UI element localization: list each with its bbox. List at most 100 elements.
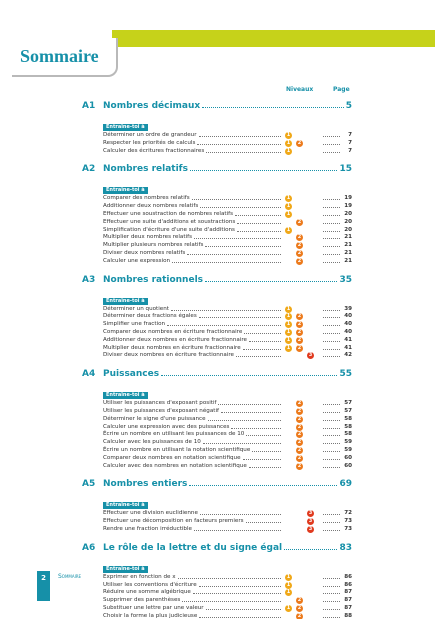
section-code: A3 (82, 274, 96, 285)
item-text-wrap: Multiplier deux nombres en écriture frac… (103, 345, 283, 352)
level-badge: 2 (296, 313, 303, 321)
leader (323, 439, 340, 445)
leader (189, 485, 338, 487)
toc-item: Effectuer une suite d'additions et soust… (103, 218, 352, 227)
level-badge: 1 (285, 344, 292, 352)
item-text-wrap: Utiliser les puissances d'exposant posit… (103, 400, 283, 407)
toc-item: Multiplier deux nombres en écriture frac… (103, 344, 352, 353)
item-text: Comparer deux nombres en notation scient… (103, 454, 241, 461)
leader (323, 313, 340, 319)
level-badge: 1 (285, 305, 292, 313)
item-text: Diviser deux nombres en écriture fractio… (103, 352, 234, 359)
leader (323, 211, 340, 216)
item-page: 60 (344, 462, 352, 469)
item-text-wrap: Rendre une fraction irréductible (103, 526, 283, 533)
item-page: 88 (344, 612, 352, 619)
level-badge: 1 (285, 336, 292, 344)
leader (205, 246, 281, 248)
item-page: 21 (344, 234, 352, 241)
subheading: Entraîne-toi à (103, 502, 148, 510)
item-text-wrap: Calculer une expression (103, 258, 283, 265)
item-page: 60 (344, 454, 352, 461)
item-text-wrap: Déterminer un ordre de grandeur (103, 132, 283, 139)
toc-item: Écrire un nombre en utilisant la notatio… (103, 446, 352, 455)
item-text-wrap: Simplifier une fraction (103, 321, 283, 328)
level-badge: 2 (296, 234, 303, 242)
level-badge: 2 (296, 139, 303, 147)
levels: 1 (283, 203, 321, 211)
section-title: Nombres décimaux (103, 101, 201, 111)
leader (323, 234, 340, 240)
item-page: 20 (344, 210, 352, 217)
item-text: Substituer une lettre par une valeur (103, 604, 204, 611)
subheading: Entraîne-toi à (103, 297, 148, 305)
item-page: 41 (344, 344, 352, 351)
item-text: Rendre une fraction irréductible (103, 525, 192, 532)
toc-item: Additionner deux nombres en écriture fra… (103, 336, 352, 345)
toc-item: Comparer des nombres relatifs 1 19 (103, 195, 352, 203)
level-badge: 1 (285, 139, 292, 147)
toc-item: Calculer une expression 2 21 (103, 257, 352, 266)
level-badge: 1 (285, 210, 292, 218)
toc-item: Utiliser les puissances d'exposant négat… (103, 407, 352, 416)
level-badge: 1 (285, 328, 292, 336)
leader (236, 230, 281, 232)
leader (323, 424, 340, 429)
level-badge: 1 (285, 147, 292, 155)
section-heading: A5 Nombres entiers 69 (82, 479, 352, 491)
section-page: 15 (339, 164, 352, 175)
leader (237, 222, 281, 224)
level-badge: 2 (296, 328, 303, 336)
toc-item: Effectuer une soustraction de nombres re… (103, 210, 352, 219)
item-text: Réduire une somme algébrique (103, 589, 191, 596)
item-page: 40 (344, 313, 352, 320)
leader (187, 253, 281, 255)
leader (218, 404, 281, 406)
item-text-wrap: Déterminer le signe d'une puissance (103, 416, 283, 423)
section: A2 Nombres relatifs 15 Entraîne-toi à Compar… (82, 164, 352, 265)
subheading: Entraîne-toi à (103, 124, 148, 131)
leader (202, 443, 281, 445)
section-heading: A1 Nombres décimaux 5 (82, 101, 352, 113)
item-text: Déterminer le signe d'une puissance (103, 415, 206, 422)
levels: 3 (283, 352, 321, 360)
item-page: 19 (344, 203, 352, 210)
toc-item: Simplifier une fraction 1 2 40 (103, 321, 352, 329)
leader (323, 329, 340, 334)
subheading: Entraîne-toi à (103, 187, 148, 195)
item-text-wrap: Effectuer une décomposition en facteurs … (103, 518, 283, 525)
leader (323, 203, 340, 209)
leader (172, 261, 281, 263)
leader (284, 548, 338, 550)
level-badge: 2 (296, 257, 303, 265)
item-text-wrap: Comparer deux nombres en écriture fracti… (103, 329, 283, 336)
levels: 1 (283, 195, 321, 203)
toc-item: Utiliser les conventions d'écriture 1 86 (103, 581, 352, 590)
leader (206, 151, 281, 153)
leader (192, 593, 281, 595)
item-text-wrap: Calculer des écritures fractionnaires (103, 148, 283, 155)
levels: 1 (283, 210, 321, 218)
leader (252, 450, 281, 452)
leader (170, 309, 281, 311)
item-text-wrap: Calculer une expression avec des puissan… (103, 424, 283, 431)
levels: 2 (283, 407, 321, 415)
item-text: Effectuer une suite d'additions et soust… (103, 218, 236, 225)
subheading: Entraîne-toi à (103, 565, 148, 573)
section-heading: A2 Nombres relatifs 15 (82, 164, 352, 176)
item-text: Calculer une expression (103, 257, 171, 264)
toc-item: Comparer deux nombres en écriture fracti… (103, 328, 352, 337)
item-text-wrap: Écrire un nombre en utilisant la notatio… (103, 447, 283, 454)
level-badge: 2 (296, 454, 303, 462)
item-text-wrap: Comparer deux nombres en notation scient… (103, 455, 283, 462)
section-page: 69 (339, 479, 352, 490)
leader (205, 280, 338, 282)
level-badge: 2 (296, 218, 303, 226)
leader (221, 411, 281, 413)
section-title: Nombres relatifs (103, 164, 188, 175)
